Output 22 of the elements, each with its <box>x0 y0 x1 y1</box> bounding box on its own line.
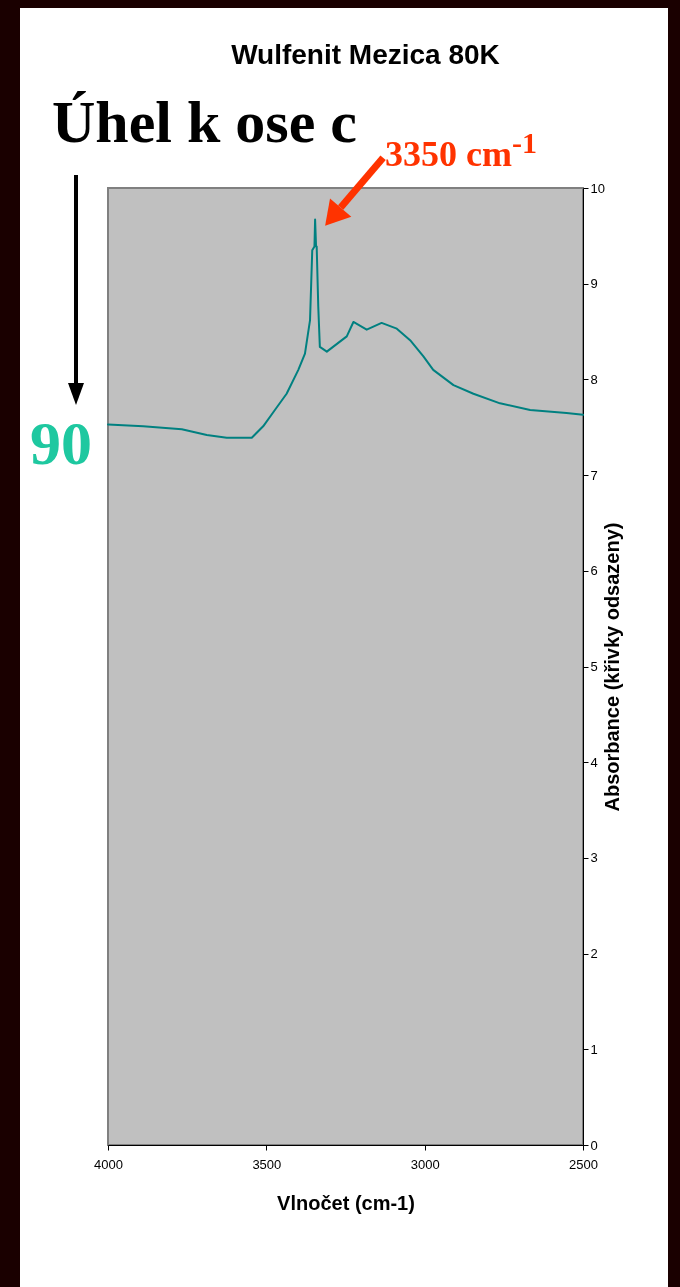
y-axis-title: Absorbance (křivky odsazeny) <box>600 522 623 812</box>
annotation: 3350 cm$^{-1}$ <box>385 125 538 175</box>
y-tick-label: 3 <box>590 850 598 866</box>
x-axis-title: Vlnočet (cm-1) <box>277 1191 415 1214</box>
y-tick-label: 8 <box>590 371 598 387</box>
y-tick-label: 9 <box>590 276 598 292</box>
chart-title: Wulfenit Mezica 80K <box>231 39 500 70</box>
text: 90 <box>30 408 92 479</box>
y-tick-label: 0 <box>590 1137 598 1153</box>
y-tick-label: 1 <box>590 1041 598 1057</box>
y-tick-label: 5 <box>590 659 598 674</box>
text: Úhel k ose c <box>52 88 357 157</box>
line-series <box>107 218 584 439</box>
y-tick-label: 2 <box>590 946 598 962</box>
y-tick-label: 10 <box>590 180 605 196</box>
x-tick-label: 3500 <box>252 1156 282 1172</box>
x-tick-label: 2500 <box>569 1156 598 1172</box>
y-tick-label: 4 <box>590 754 598 770</box>
y-tick-label: 7 <box>590 467 598 483</box>
x-tick-label: 4000 <box>94 1156 123 1172</box>
y-tick-label: 6 <box>590 563 598 579</box>
x-tick-label: 3000 <box>410 1156 440 1172</box>
